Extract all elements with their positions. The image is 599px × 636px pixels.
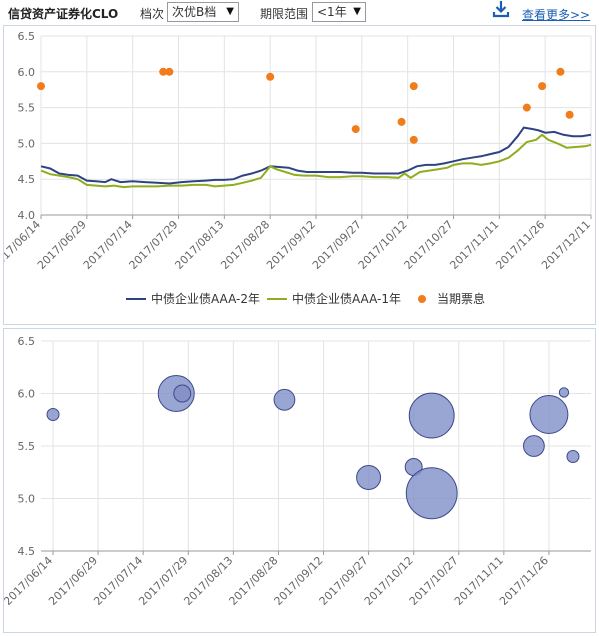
toolbar: 信贷资产证券化CLO 档次 次优B档 ▼ 期限范围 <1年 ▼ 查看更多>> [0, 0, 599, 26]
page-title: 信贷资产证券化CLO [8, 7, 119, 21]
bubble-point [566, 450, 580, 463]
bubble-point [273, 388, 296, 411]
y-tick-label: 4.0 [18, 209, 36, 222]
line-chart-panel: 4.0 4.5 5.0 5.5 6.0 6.5 2017/06/14 2017/06/29 20… [3, 25, 596, 325]
coupon-point [556, 67, 565, 76]
tier-select-value: 次优B档 [172, 5, 217, 19]
legend-label: 中债企业债AAA-2年 [151, 291, 260, 306]
tier-select[interactable]: 次优B档 ▼ [167, 2, 239, 22]
coupon-point [37, 82, 45, 91]
range-select[interactable]: <1年 ▼ [312, 2, 366, 22]
y-tick-label: 5.5 [18, 102, 36, 115]
y-tick-label: 6.5 [18, 30, 36, 43]
bubble-point [173, 384, 192, 403]
y-tick-label: 5.0 [18, 493, 36, 506]
coupon-point [159, 67, 168, 76]
y-tick-label: 6.5 [18, 335, 36, 348]
coupon-point [266, 72, 275, 81]
y-tick-label: 6.0 [18, 66, 36, 79]
x-tick-label: 2017/11/26 [497, 554, 551, 608]
bubble-point [523, 435, 545, 457]
coupon-point [409, 82, 418, 91]
y-tick-label: 5.0 [18, 137, 36, 150]
coupon-point [351, 125, 360, 134]
y-tick-label: 5.5 [18, 440, 36, 453]
coupon-point [522, 103, 531, 112]
chevron-down-icon: ▼ [353, 6, 361, 17]
bubble-point [558, 387, 570, 398]
coupon-point [538, 82, 547, 91]
legend-label: 当期票息 [437, 291, 485, 306]
x-tick-label: 2017/12/11 [539, 218, 593, 272]
view-more-link[interactable]: 查看更多>> [522, 8, 591, 22]
series-line [40, 126, 592, 185]
legend-marker [418, 295, 426, 303]
download-icon[interactable] [492, 0, 510, 20]
legend-label: 中债企业债AAA-1年 [292, 291, 401, 306]
coupon-point [165, 67, 174, 76]
chevron-down-icon: ▼ [226, 6, 234, 17]
series-line [40, 133, 592, 189]
bubble-point [46, 408, 60, 421]
y-tick-label: 6.0 [18, 388, 36, 401]
tier-label: 档次 [140, 7, 165, 21]
coupon-point [565, 110, 574, 119]
coupon-point [409, 135, 418, 144]
y-tick-label: 4.5 [18, 545, 36, 558]
range-label: 期限范围 [260, 7, 309, 21]
bubble-chart-panel: 4.5 5.0 5.5 6.0 6.5 2017/06/14 2017/06/29 2017/… [3, 328, 596, 633]
coupon-point [397, 117, 406, 126]
bubble-chart: 4.55.05.56.06.52017/06/142017/06/292017/… [4, 335, 591, 608]
line-chart: 4.04.55.05.56.06.52017/06/142017/06/2920… [4, 30, 593, 306]
bubble-point [408, 392, 455, 439]
bubble-point [529, 395, 569, 434]
range-select-value: <1年 [317, 5, 347, 19]
bubble-point [356, 465, 382, 490]
bubble-point [405, 467, 458, 520]
y-tick-label: 4.5 [18, 173, 36, 186]
